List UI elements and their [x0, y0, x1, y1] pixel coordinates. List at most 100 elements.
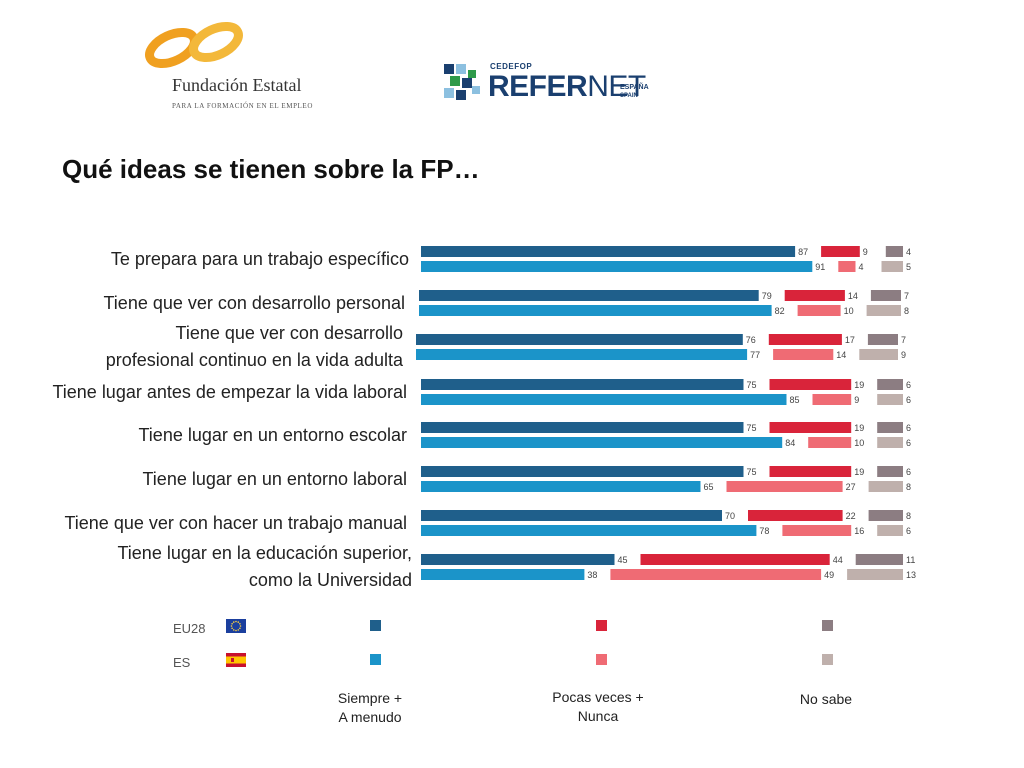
eu-flag-star: [235, 629, 237, 632]
eu-flag-star: [237, 621, 240, 623]
value-label-es-siempre-a-menudo-1: 91: [815, 262, 825, 272]
bar-es-no-sabe-tiene-lugar-en-un-entorno-escolar: [877, 437, 903, 448]
value-label-eu28-siempre-a-menudo-4: 75: [747, 380, 757, 390]
bar-eu28-siempre-a-menudo-tiene-lugar-antes-de-empezar-la-vida-lab: [421, 379, 744, 390]
bar-es-pocas-veces-nunca-tiene-lugar-en-un-entorno-escolar: [808, 437, 852, 448]
fundacion-name: Fundación Estatal: [172, 75, 302, 95]
value-label-es-pocas-veces-nunca-6: 27: [846, 482, 856, 492]
value-label-es-pocas-veces-nunca-7: 16: [854, 526, 864, 536]
bar-eu28-no-sabe-tiene-lugar-en-un-entorno-laboral: [877, 466, 903, 477]
bar-es-no-sabe-tiene-que-ver-con-desarrollo-profesional: [859, 349, 898, 360]
legend-label-line: Siempre +: [337, 690, 403, 706]
category-label-2: Tiene que ver con desarrollo personal: [103, 293, 405, 313]
eu-flag-star: [235, 620, 237, 623]
bar-eu28-pocas-veces-nunca-tiene-lugar-en-un-entorno-escolar: [769, 422, 852, 433]
bar-eu28-siempre-a-menudo-tiene-que-ver-con-desarrollo-profesional: [416, 334, 743, 345]
bar-es-siempre-a-menudo-tiene-lugar-en-un-entorno-laboral: [421, 481, 701, 492]
bar-es-no-sabe-tiene-que-ver-con-desarrollo-personal: [866, 305, 901, 316]
value-label-es-no-sabe-2: 8: [904, 306, 909, 316]
value-label-eu28-siempre-a-menudo-8: 45: [618, 555, 628, 565]
bar-eu28-siempre-a-menudo-tiene-lugar-en-un-entorno-escolar: [421, 422, 744, 433]
value-label-eu28-no-sabe-4: 6: [906, 380, 911, 390]
bar-eu28-siempre-a-menudo-tiene-que-ver-con-desarrollo-personal: [419, 290, 759, 301]
bar-es-siempre-a-menudo-tiene-que-ver-con-desarrollo-personal: [419, 305, 772, 316]
page-title: Qué ideas se tienen sobre la FP…: [62, 154, 480, 184]
value-label-es-no-sabe-6: 8: [906, 482, 911, 492]
category-label-5: Tiene lugar en un entorno escolar: [138, 425, 407, 445]
bar-eu28-no-sabe-tiene-lugar-antes-de-empezar-la-vida-lab: [877, 379, 903, 390]
bar-es-no-sabe-te-prepara-para-un-trabajo-especifico: [881, 261, 903, 272]
bar-es-siempre-a-menudo-te-prepara-para-un-trabajo-especifico: [421, 261, 813, 272]
bar-es-siempre-a-menudo-tiene-que-ver-con-desarrollo-profesional: [416, 349, 748, 360]
bar-eu28-pocas-veces-nunca-tiene-lugar-en-un-entorno-laboral: [769, 466, 852, 477]
refernet-spain: SPAIN: [620, 93, 638, 99]
value-label-es-siempre-a-menudo-2: 82: [775, 306, 785, 316]
value-label-es-no-sabe-3: 9: [901, 350, 906, 360]
bar-eu28-siempre-a-menudo-tiene-lugar-en-la-educacion-superior-com: [421, 554, 615, 565]
value-label-eu28-no-sabe-6: 6: [906, 467, 911, 477]
bar-eu28-siempre-a-menudo-tiene-lugar-en-un-entorno-laboral: [421, 466, 744, 477]
fundacion-subtitle: PARA LA FORMACIÓN EN EL EMPLEO: [172, 102, 313, 110]
fundacion-infinity-icon: [145, 21, 243, 69]
value-label-es-no-sabe-8: 13: [906, 570, 916, 580]
value-label-eu28-no-sabe-2: 7: [904, 291, 909, 301]
value-label-es-no-sabe-7: 6: [906, 526, 911, 536]
bar-eu28-no-sabe-tiene-que-ver-con-desarrollo-profesional: [867, 334, 898, 345]
bar-es-pocas-veces-nunca-tiene-que-ver-con-desarrollo-personal: [797, 305, 841, 316]
bar-es-no-sabe-tiene-que-ver-con-hacer-un-trabajo-manua: [877, 525, 903, 536]
legend-label-siempre: Siempre + A menudo: [310, 689, 430, 727]
bar-es-pocas-veces-nunca-tiene-lugar-en-un-entorno-laboral: [726, 481, 843, 492]
eu-flag-star: [232, 629, 235, 631]
value-label-eu28-pocas-veces-nunca-1: 9: [863, 247, 868, 257]
bar-eu28-pocas-veces-nunca-tiene-que-ver-con-desarrollo-profesional: [768, 334, 842, 345]
refer-text: REFER: [488, 70, 588, 103]
value-label-es-pocas-veces-nunca-4: 9: [854, 395, 859, 405]
bar-es-siempre-a-menudo-tiene-lugar-antes-de-empezar-la-vida-lab: [421, 394, 787, 405]
bar-es-pocas-veces-nunca-tiene-lugar-en-la-educacion-superior-com: [610, 569, 822, 580]
eu-flag-star: [230, 625, 233, 627]
legend-region-eu28: EU28: [173, 621, 206, 636]
eu-flag-star: [239, 625, 242, 627]
legend-swatch-eu28-pocas-veces-nunca: [596, 620, 607, 631]
category-label-1: Te prepara para un trabajo específico: [111, 249, 409, 269]
value-label-eu28-pocas-veces-nunca-4: 19: [854, 380, 864, 390]
value-label-es-pocas-veces-nunca-2: 10: [844, 306, 854, 316]
bar-eu28-pocas-veces-nunca-tiene-lugar-en-la-educacion-superior-com: [640, 554, 830, 565]
value-label-es-pocas-veces-nunca-5: 10: [854, 438, 864, 448]
value-label-es-siempre-a-menudo-7: 78: [759, 526, 769, 536]
value-label-eu28-no-sabe-1: 4: [906, 247, 911, 257]
bar-es-siempre-a-menudo-tiene-que-ver-con-hacer-un-trabajo-manua: [421, 525, 757, 536]
bar-eu28-no-sabe-tiene-que-ver-con-desarrollo-personal: [870, 290, 901, 301]
value-label-eu28-siempre-a-menudo-5: 75: [747, 423, 757, 433]
value-label-eu28-siempre-a-menudo-1: 87: [798, 247, 808, 257]
refernet-squares-icon: [444, 64, 484, 104]
cedefop-text: CEDEFOP: [490, 62, 533, 71]
value-label-eu28-pocas-veces-nunca-8: 44: [833, 555, 843, 565]
bar-es-pocas-veces-nunca-tiene-lugar-antes-de-empezar-la-vida-lab: [812, 394, 852, 405]
value-label-es-siempre-a-menudo-5: 84: [785, 438, 795, 448]
value-label-eu28-no-sabe-7: 8: [906, 511, 911, 521]
net-text: NET: [587, 70, 646, 103]
bar-es-pocas-veces-nunca-tiene-que-ver-con-desarrollo-profesional: [773, 349, 834, 360]
legend-region-es: ES: [173, 655, 191, 670]
value-label-eu28-no-sabe-5: 6: [906, 423, 911, 433]
eu-flag-star: [239, 627, 241, 630]
value-label-es-pocas-veces-nunca-3: 14: [836, 350, 846, 360]
value-label-es-siempre-a-menudo-3: 77: [750, 350, 760, 360]
bar-eu28-pocas-veces-nunca-tiene-que-ver-con-desarrollo-personal: [784, 290, 845, 301]
legend-label-no-sabe: No sabe: [766, 690, 886, 709]
bar-es-no-sabe-tiene-lugar-antes-de-empezar-la-vida-lab: [877, 394, 903, 405]
bar-eu28-pocas-veces-nunca-tiene-lugar-antes-de-empezar-la-vida-lab: [769, 379, 852, 390]
eu-flag-star: [231, 622, 233, 625]
category-label-8-line1: Tiene lugar en la educación superior,: [117, 543, 412, 563]
bar-es-no-sabe-tiene-lugar-en-un-entorno-laboral: [868, 481, 903, 492]
spain-flag-emblem: [231, 658, 234, 662]
value-label-es-pocas-veces-nunca-1: 4: [859, 262, 864, 272]
legend-swatch-es-pocas-veces-nunca: [596, 654, 607, 665]
bar-eu28-pocas-veces-nunca-tiene-que-ver-con-hacer-un-trabajo-manua: [748, 510, 843, 521]
category-label-6: Tiene lugar en un entorno laboral: [142, 469, 407, 489]
eu-flag-star: [232, 621, 235, 623]
category-label-3-line2: profesional continuo en la vida adulta: [106, 350, 404, 370]
value-label-eu28-no-sabe-8: 11: [906, 555, 915, 565]
legend-swatch-eu28-siempre-a-menudo: [370, 620, 381, 631]
